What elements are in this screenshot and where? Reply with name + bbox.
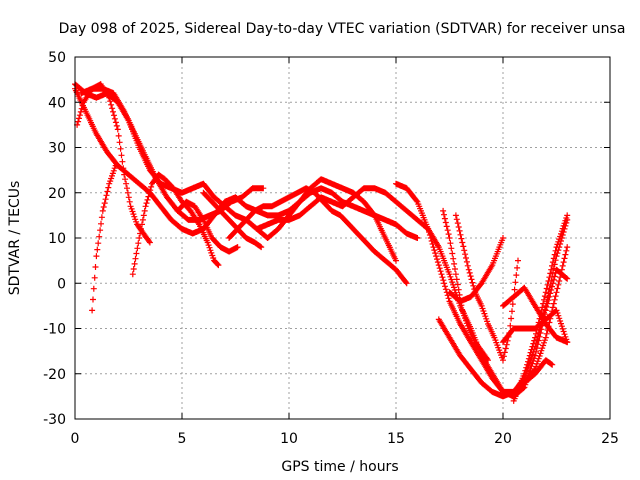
markers-track-19 <box>521 357 556 386</box>
y-tick-label--30: -30 <box>43 412 66 428</box>
x-tick-label-20: 20 <box>494 431 512 447</box>
markers-track-14 <box>452 212 521 364</box>
x-tick-label-0: 0 <box>71 431 80 447</box>
x-tick-label-15: 15 <box>387 431 405 447</box>
series-track-13 <box>440 207 491 364</box>
series-track-4 <box>74 81 153 246</box>
markers-track-9 <box>226 185 410 287</box>
y-tick-label-10: 10 <box>48 231 66 247</box>
y-tick-label--10: -10 <box>43 322 66 338</box>
markers-track-4 <box>74 81 153 246</box>
series-track-8 <box>200 189 265 251</box>
markers-track-16 <box>500 284 571 346</box>
x-tick-label-25: 25 <box>601 431 619 447</box>
markers-track-5 <box>89 162 119 314</box>
markers-track-8 <box>200 189 265 251</box>
markers-track-15 <box>446 235 506 305</box>
series-track-5 <box>89 162 119 314</box>
y-tick-label-50: 50 <box>48 50 66 66</box>
y-tick-label--20: -20 <box>43 367 66 383</box>
axis-ticks: -30 -20 -10 0 10 20 30 40 50 0 5 10 15 20 25 <box>43 50 619 447</box>
y-tick-label-20: 20 <box>48 186 66 202</box>
series-track-18 <box>510 212 571 404</box>
markers-track-6 <box>129 171 222 278</box>
data-markers <box>72 81 571 404</box>
markers-track-7 <box>174 198 241 255</box>
y-tick-label-40: 40 <box>48 95 66 111</box>
series-track-6 <box>129 171 222 278</box>
y-tick-label-30: 30 <box>48 141 66 157</box>
y-axis-label: SDTVAR / TECUs <box>7 181 23 296</box>
y-tick-label-0: 0 <box>57 276 66 292</box>
series-track-16 <box>500 284 571 346</box>
series-track-9 <box>226 185 410 287</box>
series-track-19 <box>521 357 556 386</box>
x-tick-label-5: 5 <box>178 431 187 447</box>
markers-track-13 <box>440 207 491 364</box>
markers-track-18 <box>510 212 571 404</box>
series-track-14 <box>452 212 521 364</box>
x-tick-label-10: 10 <box>280 431 298 447</box>
chart-title: Day 098 of 2025, Sidereal Day-to-day VTE… <box>59 21 626 37</box>
series-track-15 <box>446 235 506 305</box>
x-axis-label: GPS time / hours <box>281 459 398 475</box>
series-track-7 <box>174 198 241 255</box>
